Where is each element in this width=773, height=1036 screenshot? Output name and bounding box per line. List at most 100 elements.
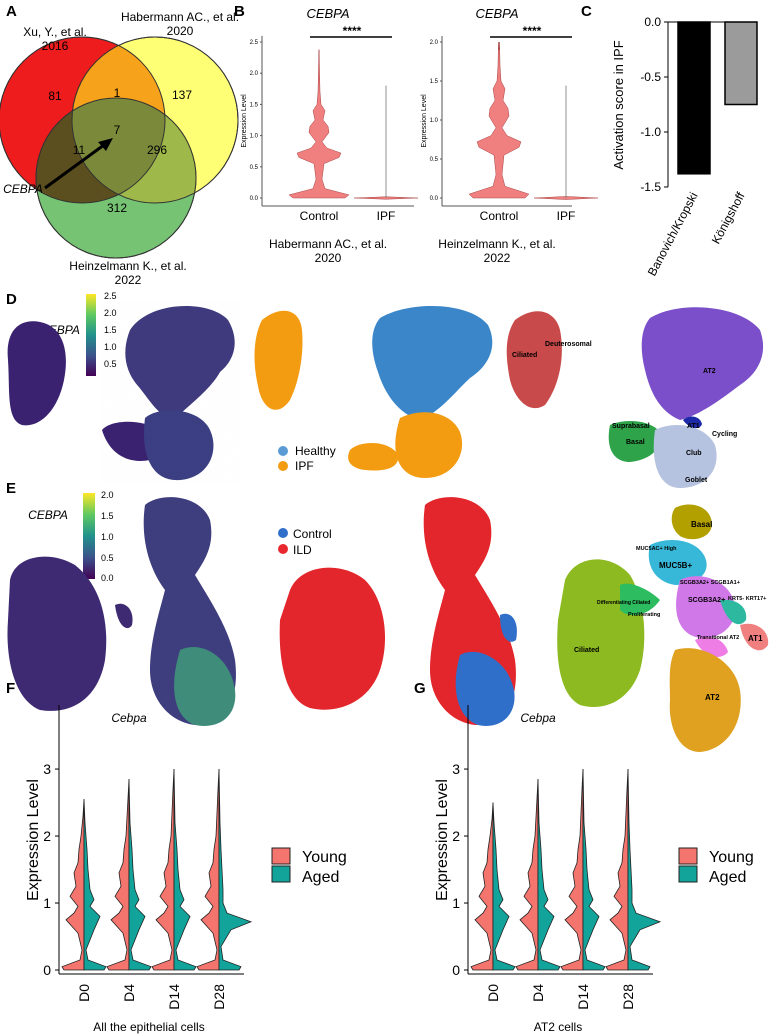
c-bar: [677, 21, 711, 175]
venn-label-habermann-line1: Habermann AC., et al.: [121, 10, 239, 24]
c-y-tick: -1.5: [640, 180, 661, 194]
d-cluster-label: Club: [686, 450, 702, 457]
d-legend-healthy: Healthy: [295, 444, 336, 458]
panel-g-x-tick: D0: [485, 984, 501, 1002]
venn-count-ab: 1: [114, 86, 121, 100]
venn-arrow-label: CEBPA: [3, 182, 43, 196]
b-y-tick: 1.0: [250, 134, 259, 140]
d-umap-clusters: [506, 307, 764, 488]
c-y-tick: -1.0: [640, 125, 661, 139]
d-cluster-label: Deuterosomal: [545, 341, 592, 348]
panel-f-violin-aged: [83, 799, 107, 971]
panel-g-title: Cebpa: [520, 711, 556, 725]
e-umap-expression: [7, 497, 236, 726]
panel-letter-d: D: [6, 291, 17, 308]
panel-letter-f: F: [6, 680, 15, 697]
panel-f-legend-young: Young: [302, 849, 347, 866]
e-cluster-label: AT1: [748, 634, 763, 643]
panel-g-legend-aged: Aged: [709, 869, 746, 886]
panel-f-legend-swatch-young: [271, 847, 291, 865]
panel-f-legend-swatch-aged: [271, 865, 291, 883]
b-x-tick: IPF: [377, 209, 396, 223]
b-y-tick: 1.5: [250, 102, 259, 108]
c-bar: [724, 21, 758, 106]
b-source-line2: 2020: [315, 251, 342, 265]
b-violin-control: [468, 41, 530, 199]
e-cluster-label: Basal: [691, 520, 712, 529]
e-legend-swatch-control: [278, 528, 288, 538]
e-scale-tick: 2.0: [101, 490, 114, 500]
b-sig-label: ****: [343, 24, 362, 38]
b-y-tick: 2.0: [250, 71, 259, 77]
c-y-label: Activation score in IPF: [611, 40, 626, 169]
panel-f-x-tick: D0: [76, 984, 92, 1002]
panel-f-x-tick: D28: [211, 984, 227, 1010]
b-y-tick: 0.5: [250, 165, 259, 171]
d-scale-tick: 2.0: [104, 308, 117, 318]
venn-arrow: [44, 140, 109, 190]
venn-arrowhead: [98, 138, 113, 151]
d-scale-tick: 0.5: [104, 359, 117, 369]
panel-g-y-label: Expression Level: [434, 779, 451, 901]
e-cluster-label: Proliferating: [628, 612, 660, 618]
panel-g-y-tick: 1: [452, 895, 460, 911]
panel-f-x-tick: D4: [121, 984, 137, 1002]
panel-f-violin-aged: [128, 779, 152, 971]
panel-f-violin-young: [196, 769, 220, 971]
venn-label-heinzelmann-line2: 2022: [115, 273, 142, 287]
panel-g-split-violins: Cebpa Expression Level 0 1 2 3 D0 D4 D14 D28 AT2 c…: [434, 705, 754, 1034]
c-y-tick: 0.0: [644, 15, 661, 29]
venn-count-bc: 296: [147, 143, 167, 157]
panel-f-violin-young: [61, 799, 85, 971]
panel-f-violin-aged: [218, 769, 253, 971]
b-y-label: Expression Level: [421, 94, 428, 148]
panel-g-legend-swatch-young: [678, 847, 698, 865]
panel-g-x-tick: D4: [530, 984, 546, 1002]
panel-f-x-tick: D14: [166, 984, 182, 1010]
e-cluster-label: SCGB3A2+ SCGB1A1+: [680, 580, 740, 586]
d-scale-tick: 1.0: [104, 342, 117, 352]
b-y-tick: 2.5: [250, 40, 259, 46]
panel-g-x-tick: D14: [575, 984, 591, 1010]
e-scale-tick: 1.0: [101, 532, 114, 542]
panel-g-violin-aged: [582, 769, 606, 971]
e-scale-tick: 0.5: [101, 553, 114, 563]
panel-letter-e: E: [6, 480, 16, 497]
d-cluster-label: Ciliated: [512, 352, 537, 359]
panel-letter-c: C: [581, 3, 592, 20]
e-legend-ild: ILD: [293, 543, 312, 557]
d-scale-tick: 1.5: [104, 325, 117, 335]
c-y-tick: -0.5: [640, 70, 661, 84]
venn-count-abc: 7: [114, 123, 121, 137]
panel-letter-b: B: [234, 3, 245, 20]
b-gene-title: CEBPA: [306, 6, 349, 21]
panel-g-y-tick: 0: [452, 962, 460, 978]
e-scale-tick: 0.0: [101, 573, 114, 583]
panel-g-y-tick: 2: [452, 828, 460, 844]
venn-count-c-only: 312: [107, 201, 127, 215]
d-cluster-label: Goblet: [685, 477, 708, 484]
e-cluster-label: Transitional AT2: [697, 635, 739, 641]
panel-f-y-label: Expression Level: [25, 779, 42, 901]
d-umap-condition: [254, 305, 493, 478]
c-x-tick: Banovich/Kropski: [645, 190, 701, 278]
panel-f-legend-aged: Aged: [302, 869, 339, 886]
e-legend-swatch-ild: [278, 544, 288, 554]
venn-diagram: Xu, Y., et al. 2016 Habermann AC., et al…: [0, 10, 239, 287]
panel-f-x-label: All the epithelial cells: [93, 1020, 204, 1034]
b-gene-title: CEBPA: [475, 6, 518, 21]
b-y-tick: 0.0: [430, 196, 439, 202]
panel-f-title: Cebpa: [111, 711, 147, 725]
e-scale-tick: 1.5: [101, 511, 114, 521]
b-violin-control: [288, 49, 350, 199]
venn-label-xu-line1: Xu, Y., et al.: [23, 25, 87, 39]
panel-g-violin-young: [605, 769, 629, 971]
e-umap-condition: [279, 497, 517, 726]
b-source-line1: Habermann AC., et al.: [269, 237, 387, 251]
panel-g-violin-young: [560, 769, 584, 971]
e-legend-control: Control: [293, 527, 332, 541]
panel-g-legend-swatch-aged: [678, 865, 698, 883]
panel-g-violin-aged: [627, 769, 662, 971]
panel-g-legend-young: Young: [709, 849, 754, 866]
